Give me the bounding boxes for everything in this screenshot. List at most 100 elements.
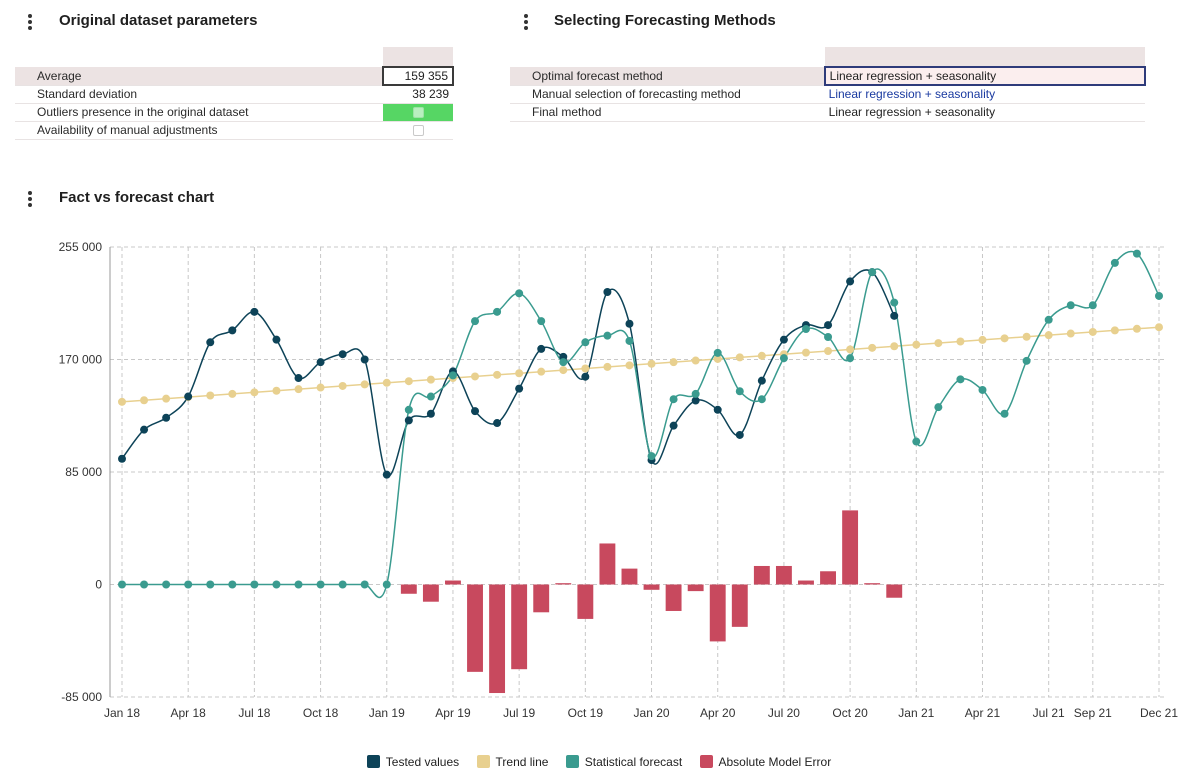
- trend-point: [1110, 326, 1119, 335]
- x-tick-label: Apr 20: [700, 706, 736, 720]
- statistical-point: [360, 580, 369, 589]
- legend-item-statistical[interactable]: Statistical forecast: [565, 755, 682, 769]
- trend-point: [912, 340, 921, 349]
- statistical-point: [824, 333, 833, 341]
- error-bar: [577, 584, 594, 619]
- optimal-method-value[interactable]: Linear regression + seasonality: [823, 66, 1147, 86]
- std-dev-value[interactable]: 38 239: [383, 85, 453, 104]
- tested-point: [250, 307, 259, 316]
- x-tick-label: Jan 19: [369, 706, 405, 720]
- statistical-point: [647, 452, 656, 461]
- method-label: Manual selection of forecasting method: [510, 85, 825, 104]
- trend-point: [669, 358, 678, 367]
- statistical-point: [1155, 291, 1163, 300]
- fact-vs-forecast-chart: -85 000 0 85 000 170 000 255 000 Jan 18 Apr 1…: [59, 240, 1179, 720]
- trend-point: [162, 394, 171, 403]
- error-bar: [842, 510, 859, 585]
- trend-point: [404, 377, 413, 386]
- statistical-point: [448, 371, 457, 380]
- trend-point: [338, 381, 347, 390]
- statistical-point: [1044, 315, 1053, 324]
- statistical-point: [581, 338, 590, 347]
- statistical-point: [184, 580, 193, 589]
- x-tick-label: Jan 21: [898, 706, 934, 720]
- method-label: Final method: [510, 103, 825, 122]
- tested-point: [603, 288, 612, 296]
- tested-point: [779, 335, 788, 344]
- manual-adjustments-checkbox[interactable]: [412, 125, 424, 137]
- tested-point: [272, 335, 281, 344]
- y-tick-label: 255 000: [59, 240, 103, 254]
- tested-point: [184, 392, 193, 401]
- table-row: Outliers presence in the original datase…: [15, 103, 453, 122]
- error-bars: [400, 510, 903, 694]
- statistical-point: [316, 580, 325, 589]
- x-tick-label: Apr 18: [171, 706, 207, 720]
- trend-point: [118, 397, 126, 406]
- trend-point: [603, 362, 612, 371]
- trend-point: [691, 356, 700, 365]
- table-row: Optimal forecast method Linear regressio…: [510, 66, 1147, 86]
- table-row: Final method Linear regression + seasona…: [510, 103, 1145, 122]
- tested-point: [140, 425, 149, 434]
- legend-item-error[interactable]: Absolute Model Error: [699, 755, 831, 769]
- trend-point: [757, 351, 766, 360]
- x-axis-ticks: Jan 18 Apr 18 Jul 18 Oct 18 Jan 19 Apr 19 Jul …: [104, 706, 1178, 720]
- statistical-point: [625, 336, 634, 345]
- statistical-point: [868, 268, 877, 277]
- series-points: [118, 249, 1163, 589]
- table-row: Average 159 355: [15, 66, 454, 86]
- tested-point: [537, 344, 546, 353]
- error-bar: [489, 584, 506, 694]
- legend-item-trend[interactable]: Trend line: [476, 755, 549, 769]
- tested-point: [735, 430, 744, 439]
- legend-label: Trend line: [495, 755, 549, 769]
- statistical-point: [890, 298, 899, 307]
- trend-point: [228, 389, 237, 398]
- error-bar: [798, 580, 814, 585]
- error-bar: [621, 568, 638, 585]
- params-menu-icon[interactable]: [26, 13, 34, 31]
- params-section-title: Original dataset parameters: [59, 12, 258, 29]
- outliers-cell[interactable]: [383, 103, 453, 122]
- trend-point: [934, 339, 943, 348]
- error-bar: [467, 584, 483, 672]
- manual-adjustments-cell[interactable]: [383, 121, 453, 140]
- legend-swatch: [699, 755, 713, 768]
- y-tick-label: 0: [95, 578, 102, 592]
- tested-point: [338, 350, 347, 359]
- tested-point: [228, 326, 237, 335]
- trend-point: [824, 347, 833, 356]
- error-bar: [665, 584, 682, 611]
- x-tick-label: Jul 20: [768, 706, 800, 720]
- statistical-point: [1066, 301, 1075, 310]
- error-bar: [687, 584, 704, 592]
- trend-point: [294, 385, 303, 394]
- tested-point: [824, 321, 833, 330]
- statistical-point: [338, 580, 347, 589]
- legend-swatch: [366, 755, 380, 768]
- tested-point: [757, 376, 766, 385]
- trend-point: [735, 353, 744, 362]
- error-bar: [731, 584, 748, 627]
- error-bar: [599, 543, 616, 585]
- methods-menu-icon[interactable]: [522, 13, 530, 31]
- legend-swatch: [565, 755, 579, 768]
- average-value[interactable]: 159 355: [382, 66, 454, 86]
- chart-menu-icon[interactable]: [26, 190, 34, 208]
- legend-item-tested[interactable]: Tested values: [366, 755, 459, 769]
- final-method-value: Linear regression + seasonality: [824, 103, 1145, 122]
- chart-section-title: Fact vs forecast chart: [59, 189, 215, 206]
- manual-method-select[interactable]: Linear regression + seasonality: [824, 85, 1145, 104]
- trend-point: [1000, 334, 1009, 343]
- statistical-point: [846, 354, 855, 363]
- outliers-checkbox[interactable]: [412, 107, 424, 119]
- error-bar: [511, 584, 528, 670]
- tested-point: [493, 419, 502, 428]
- trend-point: [360, 380, 369, 389]
- statistical-point: [801, 325, 810, 334]
- x-tick-label: Oct 20: [832, 706, 868, 720]
- methods-table: Optimal forecast method Linear regressio…: [510, 47, 1147, 122]
- x-tick-label: Jan 18: [104, 706, 140, 720]
- statistical-point: [1000, 409, 1009, 418]
